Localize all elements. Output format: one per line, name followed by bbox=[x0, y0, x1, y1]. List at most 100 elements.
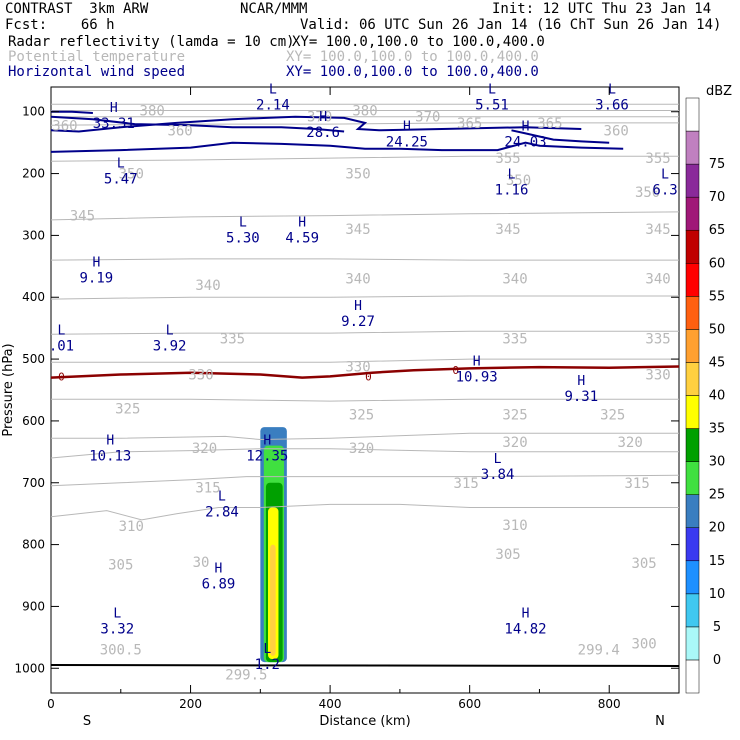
endpoint-right: N bbox=[655, 714, 665, 729]
plot-frame bbox=[50, 86, 680, 694]
theta-contour-label: 325 bbox=[502, 408, 527, 424]
zero-contour-label: 0 bbox=[58, 370, 65, 383]
colorbar-segment bbox=[685, 130, 700, 165]
extremum-value: 1.16 bbox=[495, 183, 529, 199]
theta-contour-310 bbox=[50, 448, 679, 459]
theta-contour-label: 315 bbox=[195, 481, 220, 497]
extremum-value: 9.27 bbox=[341, 314, 375, 330]
theta-contour-325 bbox=[51, 398, 679, 402]
theta-contour-label: 370 bbox=[415, 110, 440, 126]
theta-contour-label: 335 bbox=[220, 332, 245, 348]
theta-contour-355 bbox=[50, 155, 679, 162]
theta-contour-label: 340 bbox=[502, 272, 527, 288]
theta-contour-label: 360 bbox=[604, 123, 629, 139]
colorbar-segment bbox=[685, 395, 700, 429]
extremum-value: 10.93 bbox=[456, 369, 498, 385]
extremum-marker: L bbox=[218, 489, 226, 504]
colorbar-tick-label: 55 bbox=[709, 289, 726, 304]
extremum-marker: L bbox=[58, 324, 66, 339]
extremum-value: 2.14 bbox=[256, 97, 290, 113]
colorbar-segment bbox=[685, 560, 700, 595]
extremum-value: 3.92 bbox=[153, 339, 187, 355]
x-tick-label: 600 bbox=[458, 697, 481, 711]
zero-contour-label: 0 bbox=[452, 364, 459, 377]
colorbar-tick-label: 75 bbox=[709, 157, 726, 172]
field3-xy: XY= 100.0,100.0 to 100.0,400.0 bbox=[286, 64, 539, 80]
y-tick-label: 600 bbox=[22, 414, 45, 428]
colorbar-tick-label: 15 bbox=[709, 554, 726, 569]
extremum-value: 2.84 bbox=[205, 504, 239, 520]
extremum-value: 9.31 bbox=[564, 389, 598, 405]
wind-contour bbox=[50, 115, 345, 133]
theta-contour-label: 305 bbox=[108, 557, 133, 573]
extremum-value: 6.3 bbox=[652, 183, 677, 199]
colorbar-tick-label: 70 bbox=[709, 190, 726, 205]
theta-contour-label: 365 bbox=[537, 116, 562, 132]
theta-contour-label: 355 bbox=[645, 151, 670, 167]
theta-contour-label: 345 bbox=[495, 222, 520, 238]
theta-contour-label: 340 bbox=[345, 272, 370, 288]
center-name: NCAR/MMM bbox=[240, 1, 308, 17]
y-tick-label: 1000 bbox=[14, 661, 45, 675]
colorbar-tick-label: 65 bbox=[709, 223, 726, 238]
theta-contour-label: 330 bbox=[345, 360, 370, 376]
extremum-value: 6.89 bbox=[202, 577, 236, 593]
colorbar-segment bbox=[685, 229, 700, 264]
theta-contour-320 bbox=[51, 432, 679, 441]
colorbar-segment bbox=[685, 329, 700, 363]
extremum-marker: H bbox=[473, 354, 481, 369]
theta-contour-label: 355 bbox=[495, 151, 520, 167]
valid-time: Valid: 06 UTC Sun 26 Jan 14 (16 ChT Sun … bbox=[300, 17, 722, 33]
theta-contour-350 bbox=[50, 211, 680, 221]
reflectivity-layer bbox=[260, 427, 287, 663]
colorbar-tick-label: 50 bbox=[709, 322, 726, 337]
extremum-marker: H bbox=[263, 434, 271, 449]
theta-contour-label: 320 bbox=[618, 435, 643, 451]
y-tick-label: 300 bbox=[22, 228, 45, 242]
theta-contour-label: 350 bbox=[506, 173, 531, 189]
extremum-value: 10.13 bbox=[89, 449, 131, 465]
x-tick-label: 200 bbox=[179, 697, 202, 711]
x-tick-label: 0 bbox=[47, 697, 55, 711]
colorbar-segment bbox=[685, 97, 700, 132]
theta-contour-label: 325 bbox=[600, 408, 625, 424]
extremum-marker: L bbox=[488, 82, 496, 97]
extremum-value: 1.2 bbox=[255, 657, 280, 673]
theta-contour-label: 299.5 bbox=[225, 667, 267, 683]
colorbar-tick-label: 40 bbox=[709, 389, 726, 404]
theta-contour-label: 345 bbox=[645, 222, 670, 238]
extremum-marker: H bbox=[110, 101, 118, 116]
theta-contour-305 bbox=[50, 503, 679, 521]
extremum-marker: H bbox=[215, 562, 223, 577]
theta-contour-label: 310 bbox=[502, 518, 527, 534]
colorbar-segment bbox=[685, 593, 700, 628]
theta-contour-label: 325 bbox=[115, 402, 140, 418]
colorbar-segment bbox=[685, 428, 700, 462]
theta-contour-label: 350 bbox=[345, 167, 370, 183]
y-tick-label: 200 bbox=[22, 167, 45, 181]
extremum-marker: H bbox=[577, 374, 585, 389]
extremum-marker: L bbox=[508, 168, 516, 183]
colorbar: 0 5 10 15 20 25 30 35 40 45 50 55 60 65 70 75 bbox=[685, 97, 726, 694]
colorbar-segment bbox=[685, 163, 700, 198]
wind-contour bbox=[50, 141, 624, 153]
endpoint-left: S bbox=[83, 714, 91, 729]
colorbar-segment bbox=[685, 659, 700, 694]
extremum-value: 33.31 bbox=[93, 116, 135, 132]
extremum-value: 12.35 bbox=[246, 449, 288, 465]
theta-contour-label: 305 bbox=[631, 556, 656, 572]
x-axis-label: Distance (km) bbox=[319, 714, 410, 729]
y-tick-label: 800 bbox=[22, 538, 45, 552]
extremum-value: 24.25 bbox=[386, 134, 428, 150]
wind-contours bbox=[50, 110, 624, 153]
init-time: Init: 12 UTC Thu 23 Jan 14 bbox=[492, 1, 712, 17]
colorbar-unit: dBZ bbox=[706, 84, 732, 99]
colorbar-segment bbox=[685, 362, 700, 396]
extremum-value: 24.03 bbox=[504, 134, 546, 150]
theta-contour-label: 380 bbox=[352, 103, 377, 119]
theta-contour-label: 300 bbox=[631, 637, 656, 653]
colorbar-segment bbox=[685, 626, 700, 661]
field2-name: Potential temperature bbox=[8, 49, 186, 65]
